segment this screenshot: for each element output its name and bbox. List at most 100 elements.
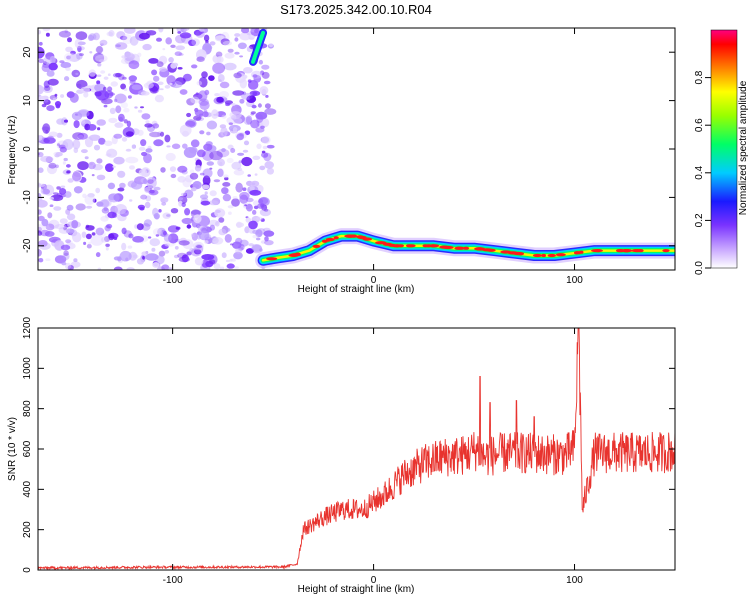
noise-blob (216, 96, 224, 103)
colorbar-label: Normalized spectral amplitude (738, 80, 749, 215)
noise-blob (249, 95, 255, 101)
y-tick-label: 10 (22, 95, 33, 107)
noise-blob (261, 71, 270, 79)
noise-blob (178, 200, 183, 207)
noise-blob (97, 267, 101, 270)
noise-blob (97, 62, 102, 67)
noise-blob (239, 55, 244, 58)
noise-blob (161, 264, 170, 270)
noise-blob (170, 173, 177, 179)
noise-blob (93, 52, 104, 58)
noise-blob (58, 30, 71, 38)
noise-blob (38, 41, 43, 46)
noise-blob (199, 100, 210, 110)
noise-blob (215, 51, 223, 58)
noise-blob (261, 136, 271, 144)
noise-blob (129, 165, 135, 170)
noise-blob (66, 164, 71, 168)
noise-blob (46, 105, 55, 112)
noise-blob (182, 178, 192, 188)
noise-blob (121, 227, 127, 235)
noise-blob (77, 45, 82, 53)
noise-blob (91, 174, 95, 177)
noise-blob (136, 258, 145, 265)
noise-blob (41, 218, 49, 227)
noise-blob (66, 204, 74, 211)
noise-blob (49, 56, 56, 64)
noise-blob (108, 117, 118, 124)
noise-blob (113, 156, 125, 165)
noise-blob (256, 143, 262, 150)
noise-blob (217, 74, 225, 83)
noise-blob (213, 263, 221, 270)
noise-blob (113, 133, 123, 139)
snr-series-line (38, 328, 675, 570)
noise-blob (250, 119, 260, 129)
noise-blob (259, 165, 266, 171)
noise-blob (223, 62, 237, 71)
noise-blob (192, 241, 204, 251)
noise-blob (84, 136, 94, 148)
noise-blob (234, 33, 241, 37)
noise-blob (251, 70, 263, 79)
noise-blob (238, 160, 242, 164)
noise-blob (204, 191, 208, 195)
noise-blob (117, 187, 125, 192)
noise-blob (113, 236, 118, 240)
noise-blob (264, 236, 269, 242)
noise-blob (246, 46, 253, 53)
noise-blob (56, 186, 61, 190)
noise-blob (66, 170, 71, 174)
noise-blob (181, 254, 189, 263)
noise-blob (38, 242, 51, 250)
trace-peak (387, 243, 396, 247)
noise-blob (257, 103, 262, 108)
y-tick-label: -20 (22, 238, 33, 253)
noise-blob (152, 207, 159, 217)
noise-blob (209, 151, 213, 156)
noise-blob (170, 62, 177, 69)
noise-blob (228, 122, 233, 126)
noise-blob (89, 51, 93, 54)
noise-blob (166, 214, 171, 217)
noise-blob (178, 53, 184, 56)
noise-blob (81, 149, 88, 154)
noise-blob (202, 175, 211, 186)
noise-blob (196, 245, 203, 249)
noise-blob (198, 77, 208, 88)
noise-blob (237, 152, 245, 156)
noise-blob (38, 258, 44, 263)
noise-blob (242, 149, 249, 153)
noise-blob (241, 28, 250, 34)
noise-blob (158, 55, 168, 65)
noise-blob (95, 227, 105, 236)
noise-blob (212, 237, 224, 245)
noise-blob (218, 71, 221, 75)
noise-blob (38, 197, 43, 201)
noise-blob (59, 188, 67, 195)
noise-blob (68, 53, 81, 62)
noise-blob (109, 107, 116, 115)
trace-peak (662, 249, 670, 253)
noise-blob (169, 166, 177, 172)
noise-blob (266, 144, 275, 149)
noise-blob (52, 97, 57, 101)
noise-blob (143, 178, 148, 185)
noise-blob (227, 48, 234, 53)
noise-blob (42, 188, 50, 195)
noise-blob (107, 86, 113, 92)
noise-blob (47, 212, 53, 219)
noise-blob (178, 197, 184, 201)
x-tick-label: 0 (371, 275, 377, 286)
noise-blob (155, 234, 160, 237)
noise-blob (158, 250, 166, 257)
noise-blob (107, 182, 116, 190)
noise-blob (124, 52, 135, 62)
noise-blob (152, 262, 160, 268)
y-tick-label: -10 (22, 190, 33, 205)
noise-blob (67, 265, 74, 270)
noise-blob (66, 213, 76, 221)
noise-blob (261, 64, 270, 70)
